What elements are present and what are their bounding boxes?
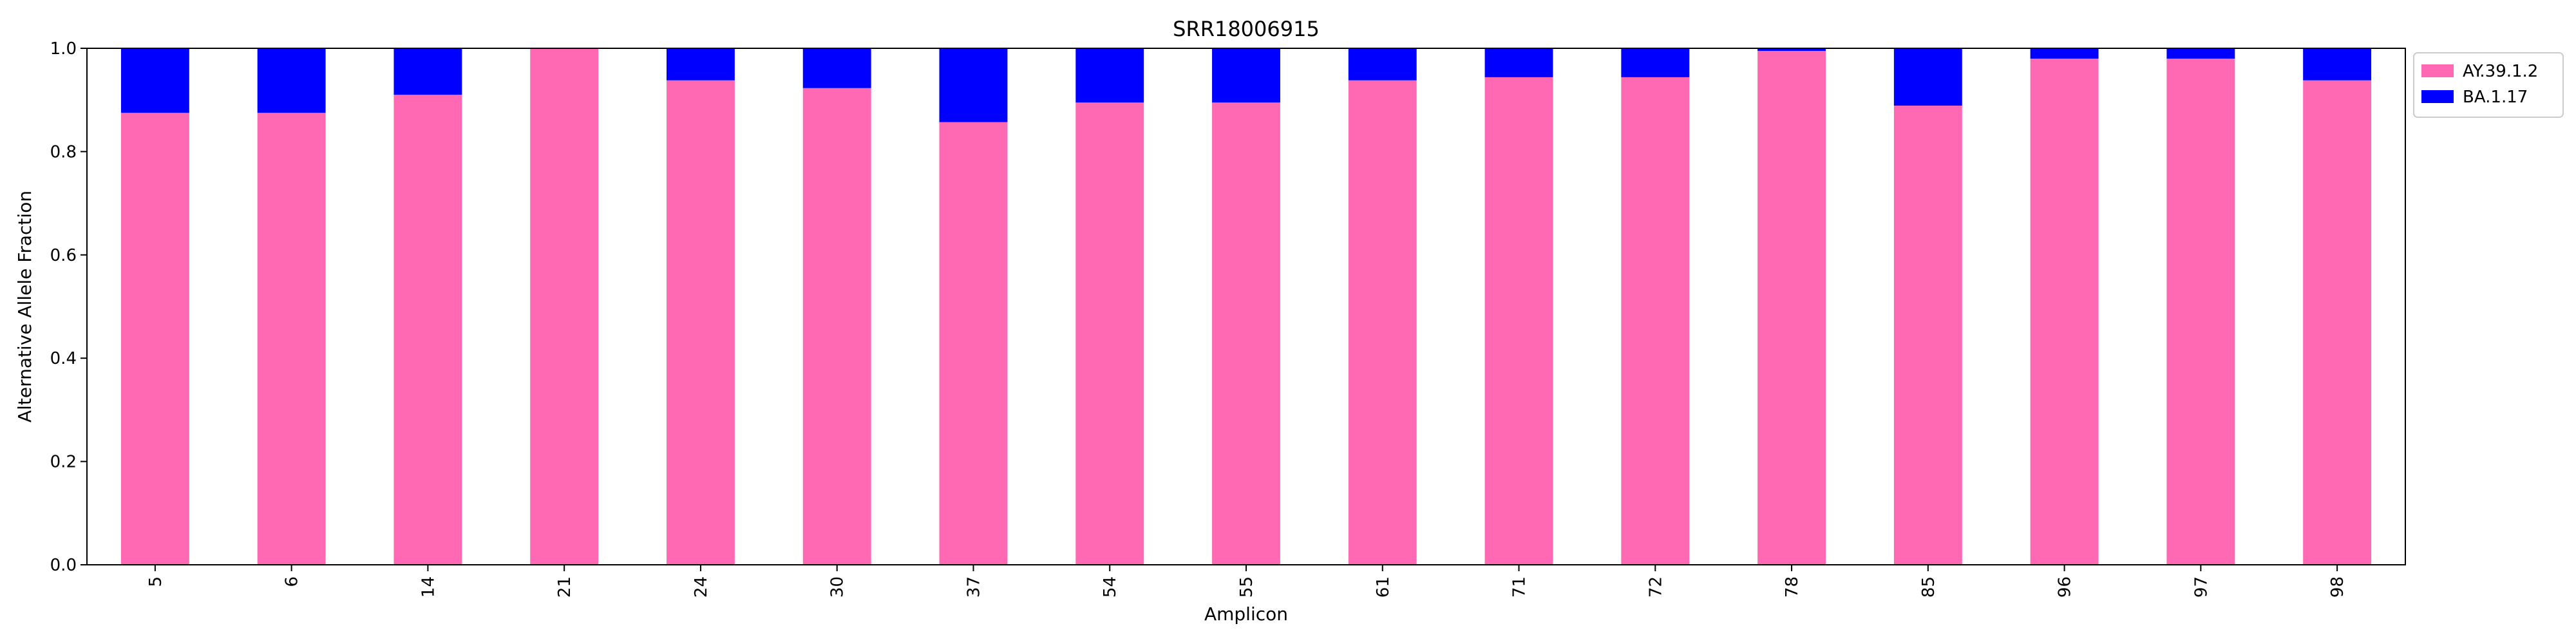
y-tick-label: 0.8 — [50, 142, 77, 162]
bar-ay-39-1-2-37 — [939, 122, 1008, 565]
legend-label-ay-39-1-2: AY.39.1.2 — [2463, 62, 2538, 81]
bar-ba-1-17-97 — [2166, 48, 2235, 59]
y-tick-label: 0.6 — [50, 246, 77, 265]
bar-ay-39-1-2-55 — [1212, 102, 1280, 565]
x-tick-label: 6 — [283, 576, 302, 587]
x-tick-label: 72 — [1646, 576, 1665, 598]
bar-ba-1-17-55 — [1212, 48, 1280, 103]
bar-ay-39-1-2-21 — [530, 48, 599, 565]
y-tick-label: 0.4 — [50, 349, 77, 368]
bar-ba-1-17-30 — [802, 48, 871, 88]
legend: AY.39.1.2 BA.1.17 — [2413, 52, 2564, 118]
bar-ay-39-1-2-96 — [2030, 59, 2099, 565]
y-tick-label: 1.0 — [50, 39, 77, 59]
bar-ay-39-1-2-98 — [2303, 80, 2372, 565]
x-tick-label: 21 — [555, 576, 574, 598]
bar-ay-39-1-2-24 — [667, 80, 735, 565]
bar-ba-1-17-54 — [1075, 48, 1144, 103]
x-tick-label: 14 — [419, 576, 438, 598]
x-tick-label: 97 — [2192, 576, 2211, 598]
bar-ba-1-17-37 — [939, 48, 1008, 122]
bar-ay-39-1-2-5 — [120, 113, 189, 565]
bar-ba-1-17-98 — [2303, 48, 2372, 80]
bar-ba-1-17-85 — [1893, 48, 1962, 106]
bar-ba-1-17-96 — [2030, 48, 2099, 59]
x-axis-title: Amplicon — [1204, 603, 1288, 625]
x-tick-label: 37 — [964, 576, 983, 598]
x-tick-label: 98 — [2328, 576, 2347, 598]
bar-ba-1-17-71 — [1484, 48, 1553, 77]
bar-ba-1-17-24 — [667, 48, 735, 80]
bars-group — [120, 48, 2372, 565]
x-tick-label: 85 — [1919, 576, 1938, 598]
bar-ay-39-1-2-14 — [393, 95, 462, 565]
y-tick-label: 0.2 — [50, 453, 77, 472]
bar-ay-39-1-2-85 — [1893, 106, 1962, 565]
bar-ba-1-17-14 — [393, 48, 462, 95]
legend-label-ba-1-17: BA.1.17 — [2463, 88, 2528, 107]
bar-ba-1-17-61 — [1348, 48, 1417, 80]
legend-swatch-ba-1-17 — [2421, 90, 2454, 103]
y-tick-label: 0.0 — [50, 556, 77, 575]
bar-ba-1-17-6 — [257, 48, 326, 113]
bar-ay-39-1-2-30 — [802, 88, 871, 565]
x-tick-label: 5 — [146, 576, 166, 587]
x-tick-label: 30 — [828, 576, 848, 598]
bar-ay-39-1-2-97 — [2166, 59, 2235, 565]
x-tick-label: 96 — [2056, 576, 2075, 598]
x-tick-label: 61 — [1374, 576, 1393, 598]
bar-ba-1-17-72 — [1621, 48, 1690, 77]
x-tick-label: 55 — [1237, 576, 1256, 598]
chart-title: SRR18006915 — [1173, 17, 1320, 41]
bar-ba-1-17-78 — [1757, 48, 1826, 52]
bar-ay-39-1-2-72 — [1621, 77, 1690, 565]
y-axis-title: Alternative Allele Fraction — [14, 191, 35, 422]
bar-ay-39-1-2-61 — [1348, 80, 1417, 565]
x-tick-label: 78 — [1783, 576, 1802, 598]
x-tick-label: 71 — [1510, 576, 1530, 598]
y-axis: 0.0 0.2 0.4 0.6 0.8 1.0 — [50, 39, 87, 575]
bar-ay-39-1-2-54 — [1075, 102, 1144, 565]
x-tick-label: 24 — [692, 576, 711, 598]
x-axis: 5 6 14 21 24 30 37 54 55 61 71 72 78 85 96 97 98 — [146, 565, 2347, 598]
bar-ay-39-1-2-78 — [1757, 51, 1826, 565]
bar-ba-1-17-5 — [120, 48, 189, 113]
bar-ay-39-1-2-71 — [1484, 77, 1553, 565]
legend-swatch-ay-39-1-2 — [2421, 64, 2454, 77]
bar-ay-39-1-2-6 — [257, 113, 326, 565]
x-tick-label: 54 — [1101, 576, 1120, 598]
